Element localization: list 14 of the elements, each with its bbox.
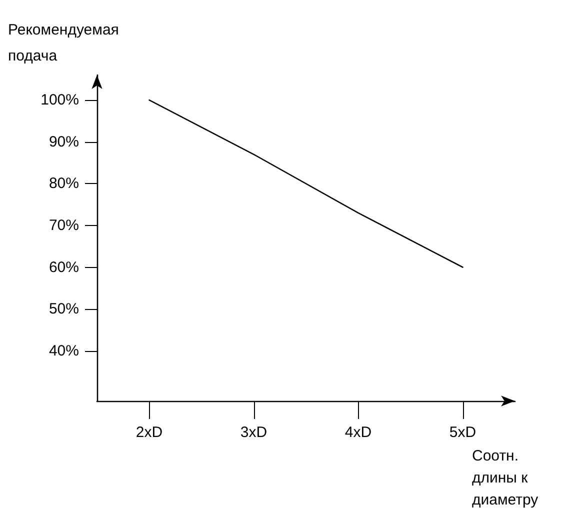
- x-tick-label: 2xD: [136, 424, 163, 441]
- y-axis-title: Рекомендуемая подача: [8, 22, 119, 64]
- y-tick-label: 100%: [40, 92, 79, 109]
- x-tick-label: 5xD: [449, 424, 476, 441]
- y-tick-label: 70%: [48, 216, 79, 234]
- y-tick-label: 90%: [48, 133, 79, 150]
- line-series: [148, 99, 464, 268]
- x-axis-title: Соотн. длины к диаметру: [472, 448, 539, 508]
- y-tick-label: 50%: [48, 300, 79, 318]
- y-tick-label: 40%: [48, 342, 79, 360]
- x-tick-label: 4xD: [344, 424, 372, 441]
- x-tick-label: 3xD: [240, 424, 268, 441]
- y-tick-label: 60%: [48, 258, 79, 276]
- y-tick-label: 80%: [48, 175, 79, 192]
